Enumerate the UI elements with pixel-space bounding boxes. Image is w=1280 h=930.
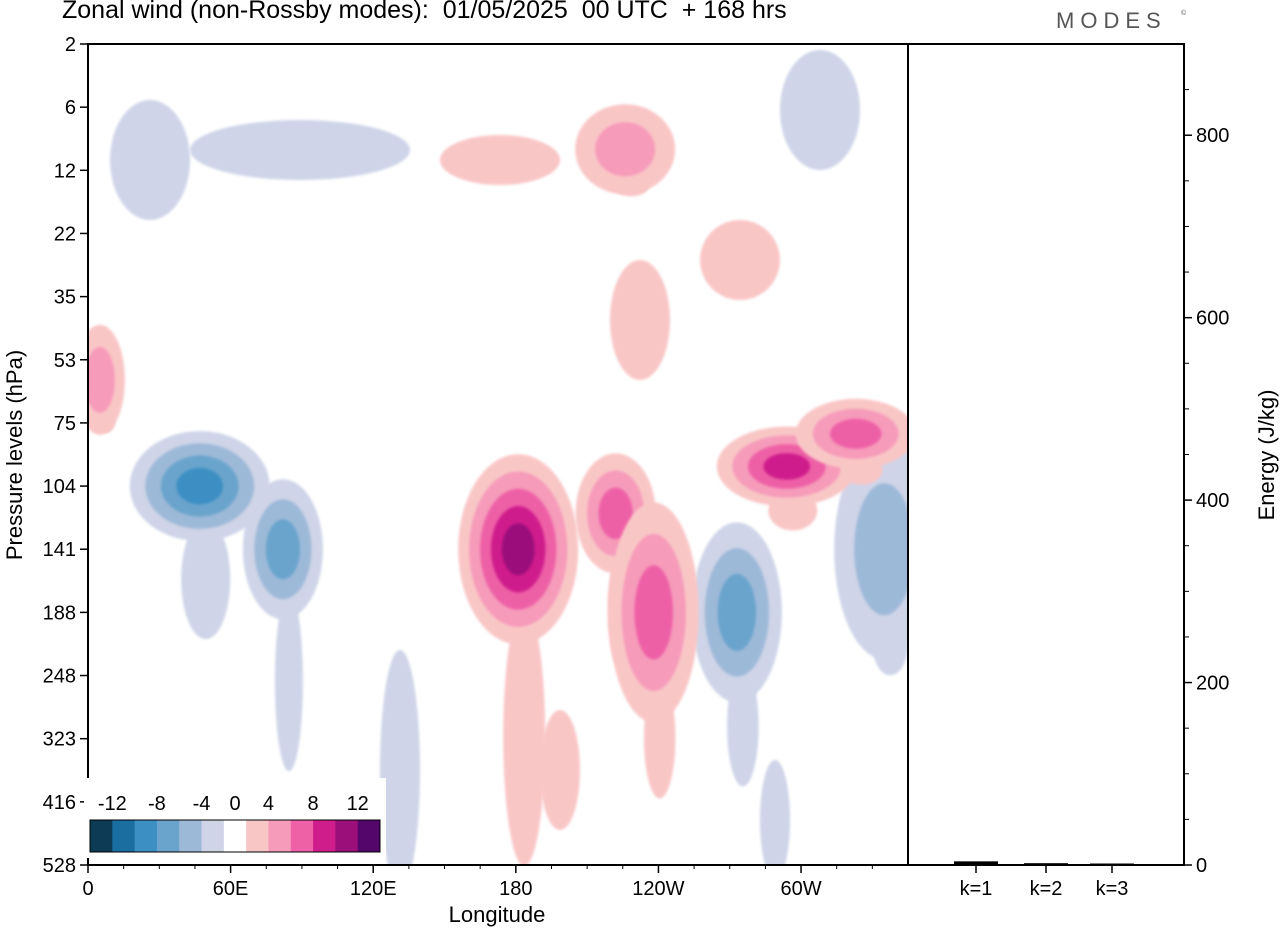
y-tick-label-2: 12 bbox=[54, 160, 76, 182]
y-tick-label-11: 323 bbox=[43, 729, 76, 751]
colorbar-label-6: 12 bbox=[347, 793, 369, 815]
contour-2-2 bbox=[717, 573, 757, 651]
energy-bar-1 bbox=[954, 861, 998, 865]
y-tick-label-12: 416 bbox=[43, 792, 76, 814]
energy-axis: 0 200 400 600 800 bbox=[1184, 89, 1229, 877]
y-tick-label-3: 22 bbox=[54, 223, 76, 245]
energy-tick-label-3: 600 bbox=[1196, 308, 1229, 330]
x-axis: 0 60E 120E 180 120W 60W bbox=[82, 865, 873, 900]
logo-copyright-mark: © bbox=[1181, 10, 1187, 17]
y-tick-label-5: 53 bbox=[54, 350, 76, 372]
contour-8-2 bbox=[829, 418, 882, 449]
colorbar-label-1: -8 bbox=[148, 793, 166, 815]
contour-4-4 bbox=[501, 523, 535, 576]
contour-6-2 bbox=[634, 565, 673, 660]
colorbar-swatch-5 bbox=[201, 820, 225, 852]
energy-bars: k=1 k=2 k=3 bbox=[954, 861, 1134, 900]
field-patch-8 bbox=[760, 760, 790, 865]
y-tick-label-9: 188 bbox=[43, 602, 76, 624]
colorbar-swatch-11 bbox=[335, 820, 359, 852]
y-tick-label-1: 6 bbox=[65, 97, 76, 119]
y-tick-label-7: 104 bbox=[43, 476, 76, 498]
energy-axis-title: Energy (J/kg) bbox=[1254, 390, 1279, 521]
colorbar-swatch-4 bbox=[179, 820, 203, 852]
colorbar-label-2: -4 bbox=[193, 793, 211, 815]
colorbar-swatch-12 bbox=[357, 820, 381, 852]
colorbar-label-3: 0 bbox=[229, 793, 240, 815]
colorbar-label-5: 8 bbox=[308, 793, 319, 815]
field-patch-0 bbox=[190, 120, 410, 180]
contour-5-2 bbox=[598, 487, 633, 540]
y-tick-label-4: 35 bbox=[54, 287, 76, 309]
field-patch-4 bbox=[610, 260, 670, 380]
field-patch-7 bbox=[540, 710, 580, 830]
y-tick-label-13: 528 bbox=[43, 855, 76, 877]
chart-title: Zonal wind (non-Rossby modes): 01/05/202… bbox=[62, 0, 787, 24]
colorbar: -12 -8 -4 0 4 8 12 bbox=[84, 778, 386, 858]
colorbar-label-4: 4 bbox=[263, 793, 274, 815]
colorbar-swatch-3 bbox=[156, 820, 180, 852]
x-tick-label-4: 120W bbox=[632, 878, 684, 900]
x-tick-label-5: 60W bbox=[780, 878, 821, 900]
colorbar-label-0: -12 bbox=[98, 793, 127, 815]
contour-9-1 bbox=[595, 122, 656, 177]
y-tick-label-6: 75 bbox=[54, 413, 76, 435]
y-axis-title: Pressure levels (hPa) bbox=[2, 350, 27, 560]
y-tick-label-10: 248 bbox=[43, 666, 76, 688]
colorbar-swatch-6 bbox=[223, 820, 247, 852]
colorbar-swatch-2 bbox=[134, 820, 158, 852]
energy-panel-frame bbox=[907, 43, 1185, 866]
colorbar-swatch-0 bbox=[90, 820, 113, 852]
energy-bar-3 bbox=[1090, 863, 1134, 865]
field-patch-5 bbox=[700, 220, 780, 300]
colorbar-swatch-10 bbox=[313, 820, 336, 852]
energy-bar-label-2: k=2 bbox=[1030, 878, 1063, 900]
colorbar-swatch-8 bbox=[268, 820, 292, 852]
x-tick-label-0: 0 bbox=[82, 878, 93, 900]
zonal-wind-field bbox=[88, 50, 908, 865]
energy-bar-2 bbox=[1024, 863, 1068, 865]
x-tick-label-2: 120E bbox=[350, 878, 397, 900]
y-tick-label-0: 2 bbox=[65, 34, 76, 56]
energy-tick-label-1: 200 bbox=[1196, 673, 1229, 695]
field-patch-3 bbox=[440, 135, 560, 185]
energy-tick-label-4: 800 bbox=[1196, 125, 1229, 147]
x-tick-label-3: 180 bbox=[499, 878, 532, 900]
energy-tick-label-2: 400 bbox=[1196, 490, 1229, 512]
colorbar-frame bbox=[89, 819, 381, 853]
energy-bar-label-1: k=1 bbox=[960, 878, 993, 900]
x-axis-title: Longitude bbox=[449, 902, 546, 927]
field-patch-1 bbox=[110, 100, 190, 220]
energy-tick-label-0: 0 bbox=[1196, 855, 1207, 877]
x-tick-label-1: 60E bbox=[213, 878, 249, 900]
contour-10-1 bbox=[88, 346, 115, 413]
contour-0-3 bbox=[176, 467, 224, 505]
energy-bar-label-3: k=3 bbox=[1096, 878, 1129, 900]
colorbar-swatch-9 bbox=[290, 820, 314, 852]
field-patch-2 bbox=[780, 50, 860, 170]
contour-1-2 bbox=[265, 519, 301, 580]
contour-7-3 bbox=[763, 453, 811, 480]
contour-3-1 bbox=[854, 483, 908, 616]
colorbar-swatch-1 bbox=[112, 820, 136, 852]
colorbar-swatch-7 bbox=[246, 820, 269, 852]
y-tick-label-8: 141 bbox=[43, 539, 76, 561]
y-axis: 2 6 12 22 35 53 75 104 141 188 248 323 416 528 bbox=[43, 34, 88, 877]
modes-logo: MODES bbox=[1056, 8, 1167, 33]
field-patch-6 bbox=[380, 650, 420, 865]
